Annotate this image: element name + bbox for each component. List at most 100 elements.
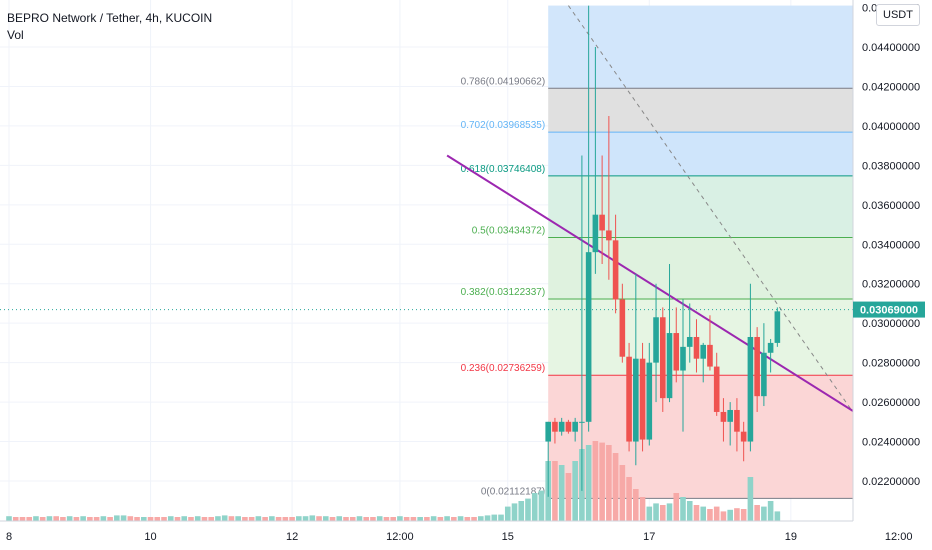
fib-level-label: 0(0.02112187) [481,486,545,497]
volume-bar [316,516,322,521]
candle-body [761,352,767,397]
volume-bar [424,517,430,521]
candle-body [579,421,585,423]
volume-bar [626,477,632,521]
candle-body [659,317,666,399]
symbol-title[interactable]: BEPRO Network / Tether, 4h, KUCOIN [7,11,213,25]
volume-bar [322,516,329,521]
price-tick-label: 0.02800000 [862,358,920,370]
volume-bar [565,473,572,521]
time-tick-label: 10 [144,531,156,543]
volume-bar [349,517,356,521]
volume-bar [26,517,33,521]
price-tick-label: 0.02200000 [862,476,920,488]
volume-bar [531,493,538,521]
candle-body [673,333,680,371]
volume-bar [167,516,174,521]
volume-bar [464,517,471,521]
last-price-badge [853,301,925,318]
volume-bar [188,517,194,521]
last-price-label: 0.03069000 [860,305,918,317]
volume-bar [120,515,127,521]
volume-bar [275,517,282,521]
volume-bar [181,516,188,521]
price-tick-label: 0.02400000 [862,437,920,449]
volume-bar [491,514,498,521]
volume-bar [296,516,302,521]
volume-bar [666,503,673,521]
fib-band [548,299,913,376]
volume-bar [558,465,565,521]
candle-body [774,311,781,343]
candle-body [585,252,592,422]
fibonacci-retracement[interactable]: 0.786(0.04190662) 0.702(0.03968535) 0.618(… [461,5,913,499]
candle-body [606,230,612,241]
volume-bar [80,516,86,521]
volume-bar [397,516,403,521]
volume-indicator-label[interactable]: Vol [7,28,24,42]
volume-bar [33,516,39,521]
volume-bar [720,511,727,521]
candle-body [754,336,760,397]
volume-bar [761,506,767,521]
volume-bar [289,517,295,521]
volume-bar [457,516,464,521]
volume-bar [215,516,221,521]
candle-body [626,356,632,442]
volume-bar [653,503,659,521]
time-tick-label: 17 [643,531,655,543]
volume-bar [208,517,214,521]
volume-bar [269,516,275,521]
volume-bar [693,505,700,521]
fib-level-label: 0.702(0.03968535) [461,120,546,131]
volume-bar [282,517,289,521]
currency-badge[interactable]: USDT [876,4,920,26]
candle-body [713,366,720,412]
volume-bar [114,515,120,521]
volume-bar [619,465,626,521]
volume-bar [60,517,66,521]
volume-bar [767,501,774,521]
volume-bar [599,442,605,521]
candlesticks [545,5,781,497]
candle-body [612,240,619,300]
volume-bar [686,501,693,521]
volume-bar [383,517,390,521]
candle-body [693,336,700,359]
fib-band-top [548,5,913,89]
volume-bar [100,516,107,521]
volume-bar [734,508,740,521]
volume-bar [302,516,309,521]
candle-body [545,421,551,442]
fib-level-label: 0.236(0.02736259) [461,363,546,374]
volume-bar [194,516,201,521]
volume-bar [255,516,262,521]
volume-bar [93,517,100,521]
volume-bar [680,497,686,521]
volume-bar [221,515,228,521]
volume-bar [39,517,46,521]
volume-bar [376,516,383,521]
volume-bar [329,517,336,521]
candle-body [740,431,747,442]
volume-bar [451,517,457,521]
time-tick-label: 8 [6,531,12,543]
fib-level-label: 0.786(0.04190662) [461,76,546,87]
volume-bar [606,445,612,521]
volume-bar [154,517,161,521]
volume-bar [740,509,747,521]
price-tick-label: 0.04000000 [862,121,920,133]
time-tick-label: 12:00 [386,531,414,543]
candle-body [592,214,599,253]
volume-bar [410,517,417,521]
volume-bar [484,515,491,521]
volume-bar [612,453,619,521]
volume-bar [53,516,59,521]
volume-bar [700,506,707,521]
candle-body [639,358,646,440]
price-axis-bg [853,0,932,550]
volume-bar [572,461,578,521]
candle-body [680,346,686,371]
